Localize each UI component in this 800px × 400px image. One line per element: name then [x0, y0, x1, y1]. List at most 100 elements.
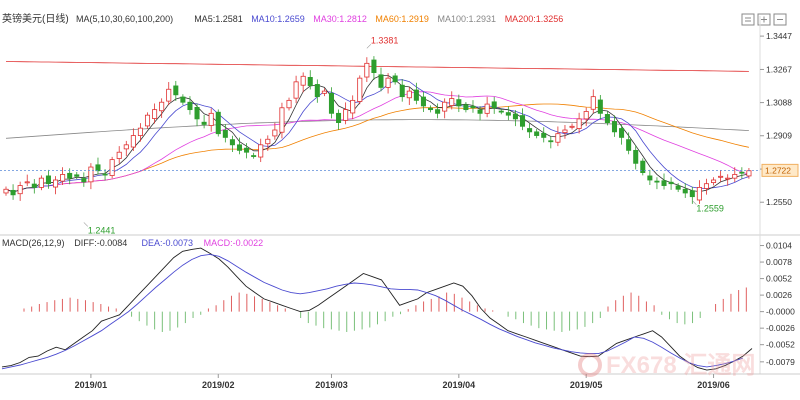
candle-body	[519, 115, 526, 127]
candle-body	[527, 128, 533, 133]
ma100-line	[5, 119, 749, 139]
annotation-leader	[366, 44, 372, 49]
chart-settings-icon[interactable]	[741, 13, 755, 26]
candle-body	[321, 90, 327, 94]
candlestick	[350, 95, 356, 120]
candlestick	[300, 72, 306, 93]
candlestick	[583, 107, 589, 127]
candlestick	[435, 103, 441, 119]
candlestick	[336, 109, 342, 130]
candlestick	[711, 177, 717, 186]
candle-body	[689, 190, 695, 198]
price-tick-label: 1.3447	[766, 31, 792, 41]
candle-body	[456, 99, 462, 107]
price-tick-label: 1.3088	[766, 98, 792, 108]
candlestick	[38, 175, 44, 191]
macd-diff-line	[1, 247, 753, 371]
price-tick-label: 1.2550	[766, 197, 792, 207]
candle-body	[74, 174, 80, 177]
x-tick-label: 2019/06	[697, 380, 730, 390]
current-price-tag	[761, 163, 799, 177]
candle-body	[166, 88, 172, 102]
candle-body	[272, 129, 278, 137]
candle-body	[442, 101, 448, 112]
candlestick	[463, 102, 469, 113]
candle-body	[258, 144, 264, 158]
candle-body	[696, 187, 702, 201]
price-annotation: 1.3381	[371, 35, 399, 45]
annotation-leader	[692, 200, 697, 205]
price-annotation: 1.2559	[696, 204, 724, 214]
candlestick	[222, 124, 228, 143]
candlestick	[173, 80, 179, 101]
candlestick	[343, 102, 349, 125]
candle-body	[159, 101, 165, 112]
candlestick	[159, 98, 165, 118]
watermark-text: FX678 汇通网	[606, 352, 755, 379]
candle-body	[95, 164, 101, 172]
candle-body	[505, 112, 511, 116]
macd-legend-item: MACD:-0.0022	[204, 238, 264, 248]
candle-body	[654, 180, 660, 183]
candle-body	[611, 121, 618, 133]
macd-tick-label: -0.0026	[766, 323, 795, 333]
macd-tick-label: -0.0052	[766, 340, 795, 350]
candle-body	[144, 114, 151, 127]
candle-body	[116, 151, 122, 159]
candle-body	[45, 175, 51, 185]
candle-body	[512, 113, 518, 120]
candle-body	[392, 75, 398, 83]
candle-body	[180, 96, 186, 103]
candlestick	[696, 180, 702, 204]
candle-body	[428, 107, 434, 111]
zoom-out-icon[interactable]	[773, 13, 787, 26]
candlestick	[619, 124, 625, 145]
candle-body	[541, 132, 547, 138]
candlestick	[661, 173, 667, 190]
x-tick-label: 2019/01	[75, 380, 108, 390]
annotation-leader	[83, 222, 89, 227]
candle-body	[590, 96, 596, 110]
macd-tick-label: 0.0052	[766, 274, 792, 284]
candle-body	[534, 131, 540, 136]
candlestick	[10, 184, 16, 200]
candlestick	[647, 169, 653, 185]
price-tick-label: 1.2909	[766, 131, 792, 141]
candlestick	[286, 97, 292, 111]
candlestick	[654, 177, 660, 190]
candlestick	[378, 67, 384, 92]
candlestick	[512, 110, 518, 127]
ma-legend-item: MA(5,10,30,60,100,200)	[76, 14, 173, 24]
candle-body	[626, 139, 632, 151]
candle-body	[555, 133, 561, 143]
candlestick	[53, 176, 59, 195]
candle-body	[435, 109, 441, 114]
candlestick	[519, 108, 526, 131]
candlestick	[215, 109, 221, 137]
zoom-in-icon[interactable]	[757, 13, 771, 26]
candlestick	[236, 137, 243, 155]
candle-body	[718, 175, 724, 178]
candlestick	[194, 103, 200, 127]
candlestick	[611, 115, 618, 137]
candle-body	[668, 181, 674, 185]
candle-body	[385, 77, 391, 88]
candlestick	[675, 183, 681, 193]
candlestick	[449, 91, 455, 110]
candlestick	[74, 172, 80, 180]
candlestick	[682, 183, 688, 198]
candle-body	[251, 155, 257, 157]
candle-body	[279, 107, 285, 133]
candle-body	[314, 84, 320, 98]
candlestick	[109, 156, 115, 179]
candlestick	[67, 168, 73, 185]
candlestick	[484, 96, 490, 118]
candlestick	[95, 157, 101, 175]
candle-body	[746, 170, 752, 177]
candlestick	[123, 140, 129, 157]
candlestick	[3, 186, 9, 196]
candlestick	[534, 129, 540, 139]
macd-panel: 0.0104 0.0078 0.0052 0.0026 -0.0000 -0.0026 -0…	[0, 241, 800, 375]
candlestick	[208, 108, 214, 132]
